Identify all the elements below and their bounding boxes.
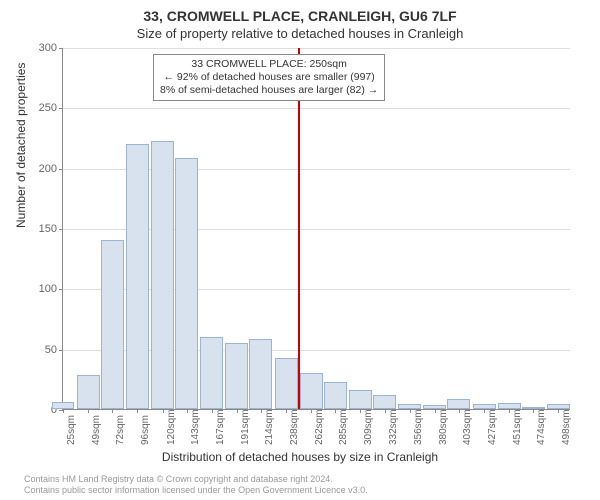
y-tick-mark	[59, 229, 63, 230]
histogram-bar	[126, 144, 149, 409]
x-tick-mark	[533, 409, 534, 413]
x-tick-label: 120sqm	[166, 409, 177, 445]
histogram-bar	[200, 337, 223, 409]
x-tick-label: 427sqm	[487, 409, 498, 445]
x-tick-mark	[435, 409, 436, 413]
x-tick-mark	[410, 409, 411, 413]
histogram-bar	[101, 240, 124, 409]
chart-title-main: 33, CROMWELL PLACE, CRANLEIGH, GU6 7LF	[0, 0, 600, 24]
histogram-bar	[151, 141, 174, 409]
y-tick-mark	[59, 169, 63, 170]
histogram-bar	[349, 390, 372, 409]
y-tick-label: 100	[39, 283, 57, 295]
histogram-bar	[275, 358, 298, 409]
x-tick-label: 451sqm	[512, 409, 523, 445]
histogram-bar	[447, 399, 470, 409]
x-tick-mark	[137, 409, 138, 413]
y-axis-label: Number of detached properties	[14, 63, 28, 228]
x-axis-label: Distribution of detached houses by size …	[0, 450, 600, 464]
x-tick-mark	[385, 409, 386, 413]
x-tick-mark	[163, 409, 164, 413]
y-tick-mark	[59, 48, 63, 49]
x-tick-label: 214sqm	[264, 409, 275, 445]
x-tick-label: 143sqm	[190, 409, 201, 445]
annotation-line2: ← 92% of detached houses are smaller (99…	[160, 71, 378, 84]
x-tick-mark	[237, 409, 238, 413]
x-tick-mark	[187, 409, 188, 413]
x-tick-mark	[459, 409, 460, 413]
histogram-bar	[52, 402, 75, 409]
x-tick-label: 356sqm	[413, 409, 424, 445]
x-tick-mark	[112, 409, 113, 413]
x-tick-mark	[88, 409, 89, 413]
histogram-bar	[77, 375, 100, 409]
x-tick-label: 309sqm	[363, 409, 374, 445]
x-tick-label: 403sqm	[462, 409, 473, 445]
y-tick-label: 50	[45, 344, 57, 356]
x-tick-mark	[212, 409, 213, 413]
x-tick-label: 191sqm	[240, 409, 251, 445]
property-marker-line	[298, 48, 300, 409]
x-tick-label: 96sqm	[140, 415, 151, 445]
x-tick-mark	[286, 409, 287, 413]
x-tick-label: 167sqm	[215, 409, 226, 445]
x-tick-mark	[509, 409, 510, 413]
x-tick-label: 380sqm	[438, 409, 449, 445]
x-tick-label: 262sqm	[314, 409, 325, 445]
y-tick-mark	[59, 289, 63, 290]
y-tick-label: 200	[39, 163, 57, 175]
footer-line2: Contains public sector information licen…	[24, 485, 368, 496]
y-tick-mark	[59, 108, 63, 109]
x-tick-label: 474sqm	[536, 409, 547, 445]
x-tick-label: 285sqm	[338, 409, 349, 445]
x-tick-label: 72sqm	[115, 415, 126, 445]
x-tick-mark	[484, 409, 485, 413]
chart-title-sub: Size of property relative to detached ho…	[0, 24, 600, 41]
x-tick-label: 498sqm	[561, 409, 572, 445]
x-tick-mark	[360, 409, 361, 413]
x-tick-label: 49sqm	[91, 415, 102, 445]
x-tick-mark	[558, 409, 559, 413]
x-tick-mark	[335, 409, 336, 413]
gridline-horizontal	[63, 48, 570, 49]
x-tick-label: 332sqm	[388, 409, 399, 445]
x-tick-label: 25sqm	[66, 415, 77, 445]
x-tick-label: 238sqm	[289, 409, 300, 445]
property-size-histogram: 33, CROMWELL PLACE, CRANLEIGH, GU6 7LF S…	[0, 0, 600, 500]
histogram-bar	[373, 395, 396, 409]
y-tick-mark	[59, 350, 63, 351]
plot-area: 05010015020025030025sqm49sqm72sqm96sqm12…	[62, 48, 570, 410]
histogram-bar	[225, 343, 248, 409]
histogram-bar	[175, 158, 198, 409]
y-tick-label: 300	[39, 42, 57, 54]
histogram-bar	[300, 373, 323, 409]
annotation-line1: 33 CROMWELL PLACE: 250sqm	[160, 58, 378, 71]
x-tick-mark	[311, 409, 312, 413]
y-tick-label: 150	[39, 223, 57, 235]
footer-attribution: Contains HM Land Registry data © Crown c…	[24, 474, 368, 496]
histogram-bar	[324, 382, 347, 409]
footer-line1: Contains HM Land Registry data © Crown c…	[24, 474, 368, 485]
x-tick-mark	[63, 409, 64, 413]
annotation-box: 33 CROMWELL PLACE: 250sqm ← 92% of detac…	[153, 54, 385, 101]
histogram-bar	[249, 339, 272, 409]
annotation-line3: 8% of semi-detached houses are larger (8…	[160, 84, 378, 97]
y-tick-label: 250	[39, 102, 57, 114]
gridline-horizontal	[63, 108, 570, 109]
x-tick-mark	[261, 409, 262, 413]
